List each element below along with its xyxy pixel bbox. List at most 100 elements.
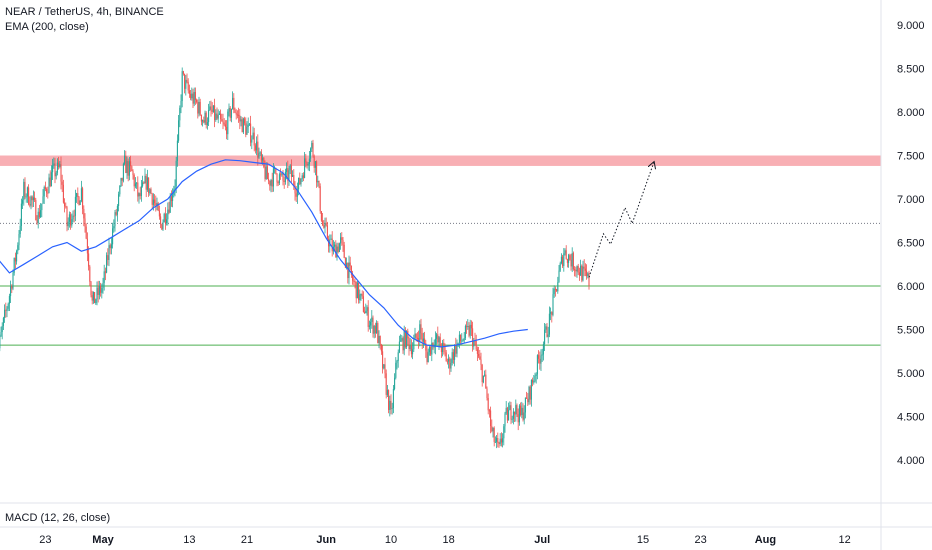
candle-body	[307, 164, 309, 166]
candle-body	[62, 184, 64, 203]
candle-body	[376, 322, 378, 333]
candle-body	[20, 203, 22, 226]
candle-body	[426, 350, 428, 363]
candle-body	[52, 165, 54, 173]
candle-body	[26, 187, 28, 197]
candle-body	[100, 286, 102, 293]
candle-body	[298, 177, 300, 190]
projection-path[interactable]	[588, 163, 654, 278]
candle-body	[88, 253, 90, 267]
symbol-title[interactable]: NEAR / TetherUS, 4h, BINANCE	[5, 6, 164, 18]
macd-indicator-label[interactable]: MACD (12, 26, close)	[5, 512, 110, 524]
candle-body	[280, 174, 282, 176]
candle-body	[414, 333, 416, 340]
candle-body	[583, 266, 585, 269]
ema-200-line[interactable]	[0, 159, 528, 348]
candle-body	[442, 342, 444, 353]
candle-body	[587, 273, 589, 277]
candle-body	[170, 196, 172, 201]
time-axis[interactable]: 23 May 13 21 Jun 10 18 Jul 15 23 Aug 12	[39, 534, 850, 546]
candle-body	[30, 196, 32, 206]
candle-body	[497, 438, 499, 443]
candle-body	[438, 337, 440, 343]
candle-body	[424, 338, 426, 344]
time-tick-label: Aug	[755, 534, 776, 546]
candle-body	[136, 182, 138, 184]
ema-indicator-label[interactable]: EMA (200, close)	[5, 21, 89, 33]
candle-body	[400, 340, 402, 342]
candle-body	[541, 354, 543, 356]
candle-body	[581, 265, 583, 281]
candle-body	[194, 92, 196, 100]
candle-body	[461, 340, 463, 342]
candle-body	[382, 351, 384, 369]
candle-body	[204, 112, 206, 123]
candle-body	[11, 286, 13, 289]
candle-body	[479, 356, 481, 360]
candle-body	[502, 438, 504, 443]
candle-body	[343, 244, 345, 258]
candle-body	[526, 397, 528, 399]
candle-body	[293, 175, 295, 186]
candle-body	[302, 175, 304, 178]
candle-body	[416, 337, 418, 339]
candle-body	[64, 202, 66, 207]
candle-body	[190, 93, 192, 99]
candle-body	[31, 196, 33, 201]
candle-body	[359, 294, 361, 301]
candle-body	[23, 181, 25, 201]
candle-body	[59, 164, 61, 167]
candle-body	[546, 326, 548, 337]
candle-body	[206, 122, 208, 126]
candle-body	[72, 215, 74, 220]
candle-body	[289, 165, 291, 171]
candle-body	[524, 397, 526, 413]
candle-body	[220, 113, 222, 120]
time-tick-label: 18	[442, 534, 454, 546]
candle-body	[134, 183, 136, 187]
candle-body	[580, 265, 582, 276]
candle-body	[138, 193, 140, 197]
candle-body	[553, 288, 555, 295]
candle-body	[320, 211, 322, 221]
candle-body	[74, 196, 76, 216]
candle-body	[523, 412, 525, 420]
candle-body	[431, 342, 433, 355]
candle-body	[149, 189, 151, 194]
candle-body	[468, 326, 470, 336]
resistance-zone[interactable]	[0, 155, 881, 166]
candle-body	[584, 268, 586, 271]
candle-body	[48, 177, 50, 194]
candle-body	[5, 309, 7, 311]
candle-body	[481, 364, 483, 383]
candle-body	[65, 206, 67, 208]
candle-body	[247, 124, 249, 128]
candle-body	[32, 197, 34, 201]
candle-body	[38, 211, 40, 218]
candle-body	[464, 326, 466, 338]
candle-body	[96, 287, 98, 300]
candle-body	[355, 281, 357, 299]
candle-body	[90, 281, 92, 296]
candle-body	[510, 405, 512, 420]
candle-body	[180, 101, 182, 108]
price-axis[interactable]: 9.000 8.500 8.000 7.500 7.000 6.500 6.000 5.500…	[897, 20, 925, 467]
candle-body	[71, 219, 73, 226]
candle-body	[18, 234, 20, 246]
candle-body	[184, 73, 186, 89]
time-tick-label: 21	[241, 534, 253, 546]
candle-body	[80, 188, 82, 201]
candle-body	[287, 168, 289, 181]
candle-body	[542, 344, 544, 355]
candle-body	[73, 215, 75, 217]
candle-body	[24, 181, 26, 197]
price-tick-label: 5.000	[897, 368, 925, 380]
price-tick-label: 8.000	[897, 107, 925, 119]
candle-body	[521, 407, 523, 416]
time-tick-label: 12	[838, 534, 850, 546]
time-tick-label: 10	[385, 534, 397, 546]
candle-body	[398, 341, 400, 353]
candle-body	[425, 343, 427, 351]
